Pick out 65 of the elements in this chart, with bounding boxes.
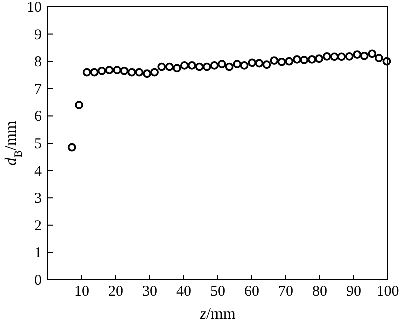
point bbox=[202, 62, 212, 72]
point bbox=[120, 66, 129, 76]
point bbox=[345, 52, 354, 61]
point bbox=[143, 70, 152, 78]
y-tick-label: 10 bbox=[27, 0, 42, 16]
x-tick-label: 60 bbox=[244, 284, 260, 300]
point bbox=[210, 61, 219, 70]
point bbox=[90, 68, 99, 77]
x-tick-label: 70 bbox=[278, 284, 294, 300]
x-tick-label: 90 bbox=[346, 284, 362, 300]
y-tick-label: 1 bbox=[34, 246, 42, 262]
point bbox=[255, 59, 264, 68]
point bbox=[113, 66, 122, 75]
x-tick-label: 80 bbox=[312, 284, 328, 300]
y-tick-label: 3 bbox=[34, 191, 42, 208]
point bbox=[338, 52, 346, 62]
y-tick-label: 0 bbox=[34, 273, 42, 289]
y-tick-label: 9 bbox=[34, 27, 42, 44]
point bbox=[180, 61, 189, 70]
point bbox=[353, 50, 362, 59]
x-tick-label: 30 bbox=[142, 284, 158, 300]
point bbox=[293, 55, 302, 64]
y-tick-label: 6 bbox=[34, 109, 42, 126]
point bbox=[322, 52, 332, 61]
point bbox=[135, 68, 144, 77]
point bbox=[166, 62, 174, 72]
point bbox=[128, 68, 136, 77]
point bbox=[248, 58, 257, 68]
point bbox=[218, 60, 226, 69]
point bbox=[315, 54, 324, 64]
point bbox=[105, 66, 114, 75]
y-tick-label: 2 bbox=[34, 218, 42, 234]
point bbox=[360, 52, 369, 60]
point bbox=[285, 57, 294, 66]
x-tick-label: 40 bbox=[176, 284, 192, 300]
x-tick-label: 50 bbox=[210, 284, 226, 300]
x-axis-title: z/mm bbox=[199, 306, 236, 323]
x-tick-label: 100 bbox=[376, 284, 400, 300]
point bbox=[374, 54, 384, 63]
point bbox=[82, 68, 92, 77]
point bbox=[368, 50, 377, 58]
y-tick-label: 7 bbox=[34, 82, 42, 98]
x-tick-label: 10 bbox=[74, 284, 90, 300]
point bbox=[308, 55, 316, 64]
point bbox=[300, 56, 309, 64]
point bbox=[225, 62, 234, 72]
x-tick-label: 20 bbox=[108, 284, 124, 300]
point bbox=[195, 62, 204, 72]
point bbox=[240, 61, 249, 70]
point bbox=[262, 60, 272, 70]
y-tick-label: 4 bbox=[34, 164, 42, 180]
point bbox=[75, 101, 84, 110]
point bbox=[173, 64, 182, 73]
point bbox=[330, 52, 339, 62]
point bbox=[98, 66, 106, 76]
point bbox=[233, 60, 242, 69]
y-tick-label: 5 bbox=[34, 136, 42, 152]
y-tick-label: 8 bbox=[34, 54, 42, 71]
point bbox=[68, 143, 76, 152]
point bbox=[270, 56, 279, 65]
point bbox=[382, 57, 392, 66]
point bbox=[150, 68, 159, 77]
point bbox=[188, 61, 196, 70]
point bbox=[158, 62, 166, 72]
point bbox=[278, 58, 286, 66]
